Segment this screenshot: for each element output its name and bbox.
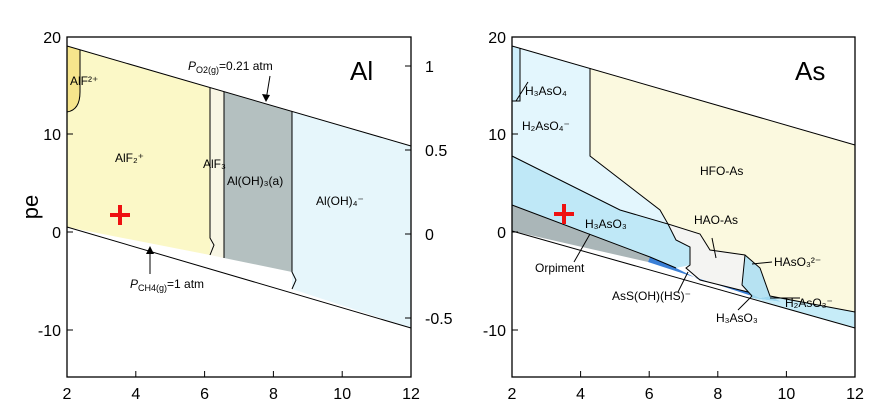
hao-as-arrow <box>711 237 717 259</box>
y-tick-label: 1 <box>425 59 434 76</box>
h3aso4-boundary <box>512 48 521 102</box>
x-tick-label: 4 <box>576 386 585 403</box>
x-tick-label: 12 <box>846 386 864 403</box>
al-y-axis-label: pe <box>18 195 43 219</box>
field-h3aso4 <box>512 46 520 101</box>
x-tick-label: 6 <box>645 386 654 403</box>
al-right-axis: 1 0.5 0 -0.5 <box>405 59 453 328</box>
label-h2aso4: H₂AsO₄⁻ <box>522 119 570 133</box>
alf2p-boundary <box>66 50 81 113</box>
y-tick-label: 0 <box>425 227 434 244</box>
y-tick-label: 0 <box>52 225 61 242</box>
label-h3aso3: H₃AsO₃ <box>585 217 627 231</box>
h3aso3-boundary <box>511 155 749 293</box>
field-alf2 <box>67 46 210 255</box>
x-tick-label: 8 <box>269 386 278 403</box>
aloh3-aloh4-boundary <box>291 111 297 290</box>
label-ass-oh-hs: AsS(OH)(HS)⁻ <box>612 289 691 303</box>
alf2-alf3-boundary <box>209 88 215 256</box>
x-tick-label: 12 <box>402 386 420 403</box>
haso3-boundary <box>741 254 753 297</box>
x-tick-label: 10 <box>778 386 796 403</box>
y-tick-label: 20 <box>488 30 506 47</box>
ch4-annotation: PCH4(g)=1 atm <box>130 277 204 293</box>
al-plot-frame <box>66 36 412 378</box>
field-h3aso3 <box>512 156 690 268</box>
label-orpiment: Orpiment <box>535 261 585 275</box>
y-tick-label: 0.5 <box>425 143 447 160</box>
o2-arrowhead <box>262 94 270 102</box>
field-hao-as <box>668 224 748 292</box>
label-alf2-plus: AlF²⁺ <box>70 74 98 88</box>
field-h3aso3-lower <box>748 292 782 302</box>
y-tick-label: 10 <box>488 127 506 144</box>
y-tick-label: -10 <box>38 323 61 340</box>
y-tick-label: 10 <box>43 127 61 144</box>
h3aso4-arrow <box>515 81 529 102</box>
ch4-stability-line <box>66 226 412 329</box>
x-tick-label: 2 <box>508 386 517 403</box>
label-haso3: HAsO₃²⁻ <box>774 255 821 269</box>
field-alf2-plus <box>67 46 80 112</box>
field-hfo-as <box>590 68 855 312</box>
as-element-label: As <box>795 56 825 86</box>
label-alf2: AlF₂⁺ <box>115 151 144 165</box>
label-alf3: AlF₃ <box>203 157 226 171</box>
label-hao-as: HAO-As <box>694 213 738 227</box>
as-o2-line <box>511 45 856 146</box>
label-h3aso3-lower: H₃AsO₃ <box>716 311 758 325</box>
y-tick-label: 0 <box>497 225 506 242</box>
x-tick-label: 2 <box>63 386 72 403</box>
label-hfo-as: HFO-As <box>700 164 743 178</box>
orpiment-arrow <box>573 233 591 263</box>
x-tick-label: 10 <box>333 386 351 403</box>
field-h2aso3 <box>752 296 855 328</box>
x-tick-label: 6 <box>200 386 209 403</box>
label-aloh3-a: Al(OH)₃(a) <box>227 174 283 188</box>
al-x-axis: 2 4 6 8 10 12 <box>63 371 420 403</box>
y-tick-label: -0.5 <box>425 311 453 328</box>
x-tick-label: 4 <box>131 386 140 403</box>
field-aloh4 <box>292 111 411 328</box>
x-tick-label: 8 <box>713 386 722 403</box>
field-aloh3-a <box>224 92 292 272</box>
hfo-as-boundary <box>589 68 856 313</box>
as-y-axis: 20 10 0 -10 <box>483 30 518 340</box>
as-ch4-line <box>511 230 856 329</box>
ass-arrow <box>677 271 689 293</box>
label-aloh4: Al(OH)₄⁻ <box>316 194 364 208</box>
field-alf3 <box>210 88 224 258</box>
haso3-arrow <box>751 261 773 265</box>
y-tick-label: -10 <box>483 323 506 340</box>
as-plot-frame <box>511 36 856 378</box>
al-y-axis: 20 10 0 -10 <box>38 30 73 340</box>
as-sample-marker <box>554 204 574 224</box>
field-haso3 <box>742 255 770 298</box>
ch4-arrowhead <box>146 246 154 254</box>
label-h3aso4: H₃AsO₄ <box>525 84 567 98</box>
y-tick-label: 20 <box>43 30 61 47</box>
orpiment-boundary <box>511 204 677 269</box>
as-x-axis: 2 4 6 8 10 12 <box>508 371 864 403</box>
field-orpiment <box>512 205 650 262</box>
label-h2aso3: H₂AsO₃⁻ <box>785 296 833 310</box>
o2-annotation: PO2(g)=0.21 atm <box>188 59 273 75</box>
o2-stability-line <box>66 45 412 147</box>
al-sample-marker <box>110 205 130 225</box>
al-element-label: Al <box>350 56 373 86</box>
h3aso3-lower-arrow <box>737 295 753 311</box>
as-panel: 2 4 6 8 10 12 20 10 0 -10 As H₃AsO₄ H₂AsO₄⁻ HFO-… <box>483 30 864 403</box>
